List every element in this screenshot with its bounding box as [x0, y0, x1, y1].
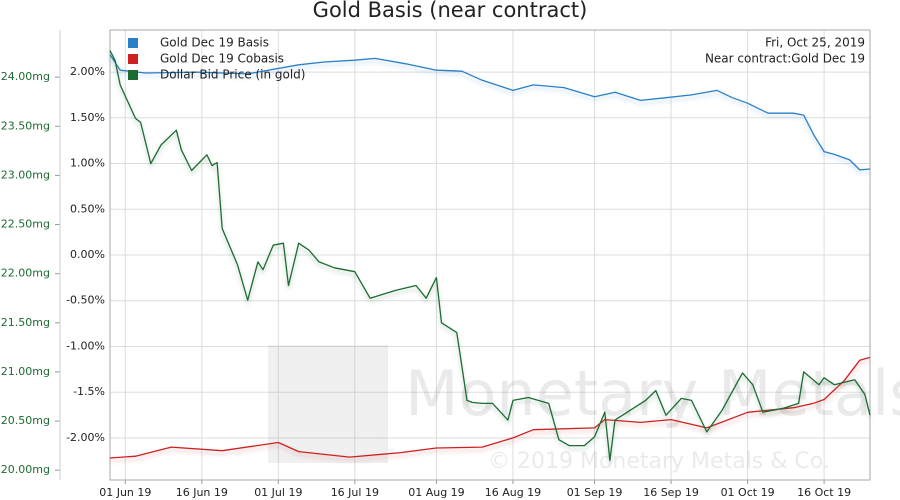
- series-line: [109, 50, 871, 461]
- annotation: Near contract:Gold Dec 19: [705, 52, 865, 66]
- y-tick-label: -2.00%: [66, 431, 105, 444]
- annotation: Fri, Oct 25, 2019: [765, 36, 865, 50]
- y-tick-label: 2.00%: [70, 65, 105, 78]
- y-tick-label: 1.00%: [70, 157, 105, 170]
- x-tick-label: 16 Jun 19: [176, 486, 228, 499]
- y2-tick-label: 21.00mg: [1, 365, 50, 378]
- legend-label: Gold Dec 19 Cobasis: [160, 52, 284, 66]
- legend-swatch: [128, 38, 138, 48]
- watermark: Monetary Metals © 2019 Monetary Metals &…: [268, 345, 900, 474]
- chart-title: Gold Basis (near contract): [313, 0, 588, 22]
- plot-frame: [109, 29, 871, 481]
- y2-tick-label: 22.50mg: [1, 218, 50, 231]
- y2-tick-label: 20.50mg: [1, 414, 50, 427]
- y2-tick-label: 23.50mg: [1, 119, 50, 132]
- watermark-logo: [268, 345, 388, 463]
- x-tick-label: 01 Jun 19: [99, 486, 151, 499]
- series-line: [109, 54, 871, 171]
- x-tick-label: 16 Oct 19: [797, 486, 851, 499]
- legend-swatch: [128, 70, 138, 80]
- grid: [110, 30, 870, 480]
- y2-tick-label: 23.00mg: [1, 168, 50, 181]
- x-tick-label: 01 Jul 19: [254, 486, 302, 499]
- y-tick-label: 0.50%: [70, 202, 105, 215]
- x-tick-label: 16 Sep 19: [643, 486, 699, 499]
- y2-tick-label: 21.50mg: [1, 316, 50, 329]
- y-tick-label: 1.50%: [70, 111, 105, 124]
- x-tick-label: 16 Aug 19: [485, 486, 541, 499]
- legend-label: Dollar Bid Price (in gold): [160, 68, 305, 82]
- legend-label: Gold Dec 19 Basis: [160, 36, 269, 50]
- y2-tick-label: 24.00mg: [1, 70, 50, 83]
- x-tick-label: 01 Sep 19: [567, 486, 623, 499]
- x-tick-label: 01 Oct 19: [721, 486, 775, 499]
- legend-swatch: [128, 54, 138, 64]
- y2-tick-label: 22.00mg: [1, 267, 50, 280]
- watermark-copyright: © 2019 Monetary Metals & Co.: [488, 449, 830, 474]
- y-tick-label: -1.00%: [66, 339, 105, 352]
- series-line: [109, 356, 871, 459]
- x-tick-label: 16 Jul 19: [331, 486, 379, 499]
- y2-tick-label: 20.00mg: [1, 463, 50, 476]
- y-tick-label: -1.5%: [73, 385, 105, 398]
- x-tick-label: 01 Aug 19: [408, 486, 464, 499]
- y-tick-label: -0.50%: [66, 294, 105, 307]
- y-tick-label: 0.00%: [70, 248, 105, 261]
